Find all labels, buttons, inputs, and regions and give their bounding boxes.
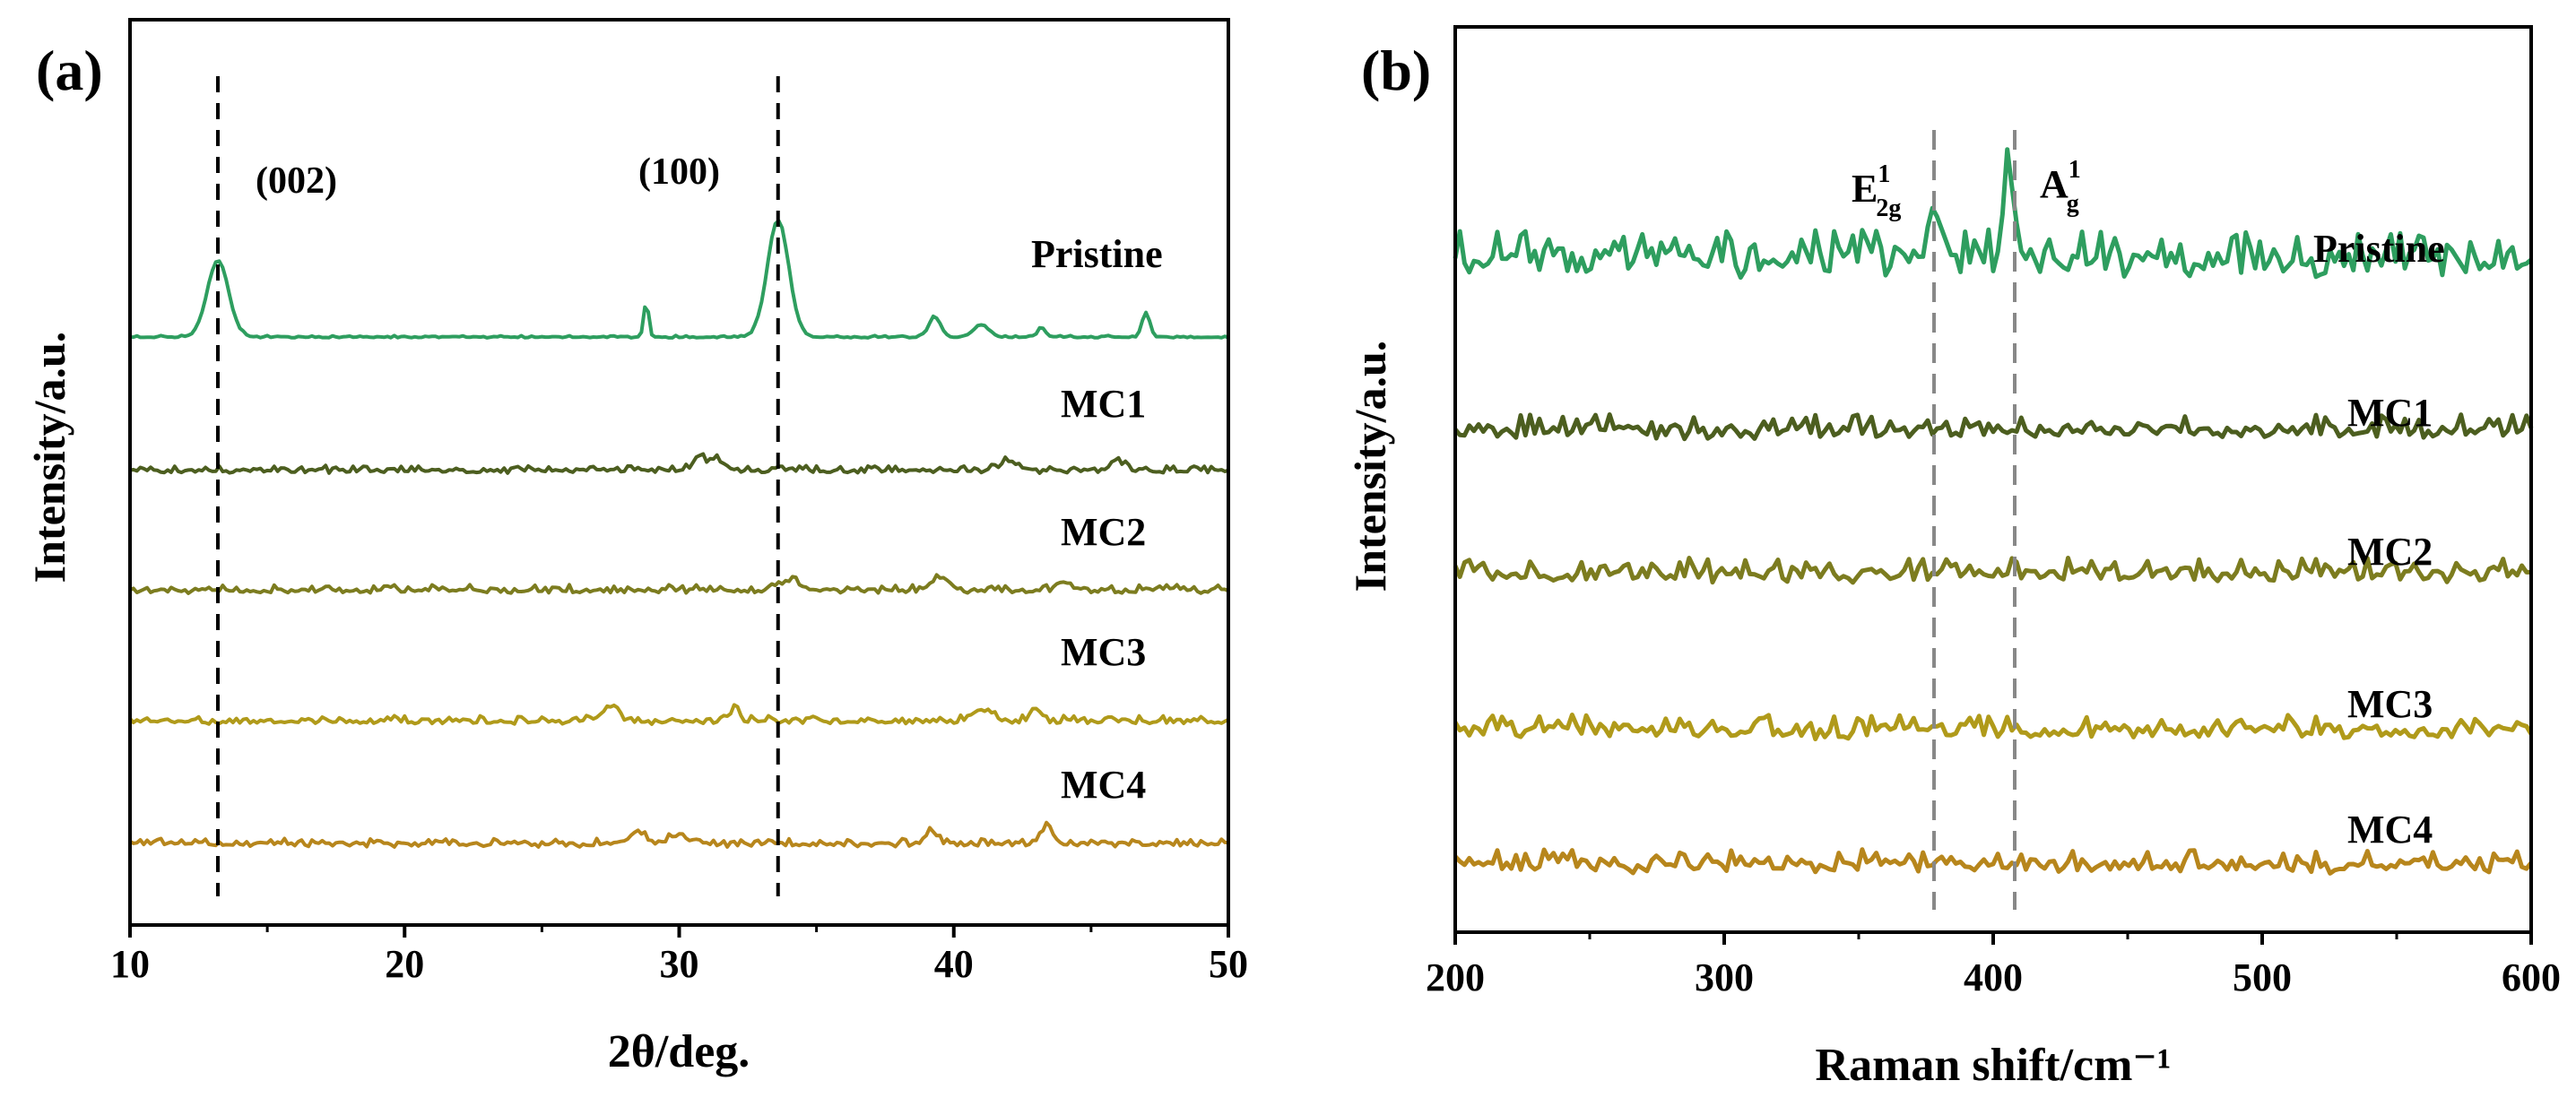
x-tick-label-600: 600 (2502, 955, 2561, 999)
panel-b-raman: 200 300 400 500 600 (b) Raman shift/cm⁻¹ Int… (1345, 25, 2561, 1091)
panel-b-label: (b) (1361, 39, 1431, 102)
x-tick-label-50: 50 (1209, 942, 1248, 986)
series-line-mc4 (128, 820, 1229, 849)
panel-b-annotation-ag-sup: 1 (2069, 156, 2081, 184)
panel-a-series-label-mc2: MC2 (1061, 510, 1146, 554)
panel-a-xrd: 10 20 30 40 50 (a) 2θ/deg. Intensity/a.u. (0… (24, 18, 1248, 1077)
panel-b-x-ticks: 200 300 400 500 600 (1426, 932, 2561, 999)
series-line-mc4 (1453, 847, 2533, 876)
panel-b-y-axis-label: Intensity/a.u. (1345, 341, 1395, 592)
x-tick-label-300: 300 (1695, 955, 1754, 999)
panel-b-annotation-e2g-sup: 1 (1878, 160, 1890, 188)
panel-a-reference-lines (216, 76, 780, 896)
x-tick-label-20: 20 (385, 942, 424, 986)
panel-b-series-label-mc3: MC3 (2347, 682, 2433, 726)
x-tick-label-40: 40 (934, 942, 974, 986)
series-line-mc1 (129, 452, 1229, 475)
panel-b-series-label-pristine: Pristine (2313, 227, 2445, 271)
series-line-mc1 (1453, 412, 2534, 442)
panel-b-series-group (1453, 147, 2534, 876)
panel-a-series-label-mc4: MC4 (1061, 763, 1146, 807)
series-line-mc3 (1453, 713, 2534, 741)
x-tick-label-500: 500 (2233, 955, 2292, 999)
panel-a-annotation-002: (002) (256, 160, 337, 202)
x-tick-label-30: 30 (660, 942, 699, 986)
panel-b-x-axis-label: Raman shift/cm⁻¹ (1816, 1040, 2172, 1091)
panel-b-series-label-mc2: MC2 (2347, 530, 2433, 574)
panel-b-annotation-e2g-main: E (1852, 167, 1878, 211)
panel-b-annotation-ag-sub: g (2067, 190, 2079, 218)
panel-b-series-label-mc4: MC4 (2347, 808, 2433, 852)
panel-b-series-label-mc1: MC1 (2347, 391, 2433, 435)
panel-b-x-axis-label-text: Raman shift/cm⁻¹ (1816, 1040, 2172, 1091)
panel-a-series-label-mc1: MC1 (1061, 382, 1146, 426)
panel-a-series-group (128, 219, 1229, 849)
x-tick-label-400: 400 (1964, 955, 2023, 999)
panel-a-series-label-pristine: Pristine (1031, 232, 1163, 276)
series-line-mc3 (128, 703, 1229, 726)
panel-b-frame (1453, 25, 2533, 934)
panel-b-annotation-ag: A1 g (2040, 156, 2081, 218)
panel-a-annotation-100: (100) (638, 151, 720, 193)
panel-b-annotation-e2g: E1 2g (1852, 160, 1901, 222)
series-line-mc2 (129, 573, 1229, 595)
x-tick-label-200: 200 (1426, 955, 1485, 999)
panel-b-annotation-ag-main: A (2040, 162, 2069, 206)
series-line-mc2 (1453, 556, 2532, 585)
panel-a-label: (a) (36, 39, 103, 102)
panel-a-x-axis-label: 2θ/deg. (608, 1026, 750, 1077)
series-line-pristine (1453, 147, 2533, 281)
panel-a-x-ticks: 10 20 30 40 50 (110, 925, 1248, 986)
panel-a-series-label-mc3: MC3 (1061, 630, 1146, 674)
x-tick-label-10: 10 (110, 942, 150, 986)
series-line-pristine (129, 219, 1229, 340)
panel-a-y-axis-label: Intensity/a.u. (24, 332, 74, 584)
panel-b-annotation-e2g-sub: 2g (1876, 195, 1901, 222)
panel-b-reference-lines (1932, 130, 2017, 910)
